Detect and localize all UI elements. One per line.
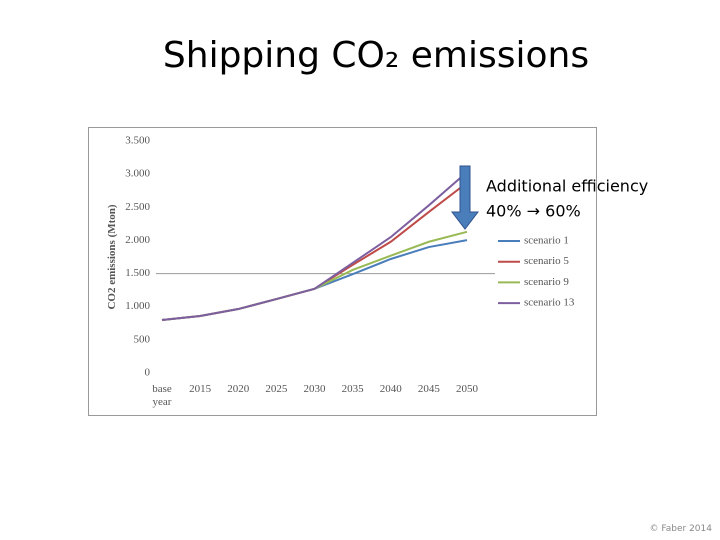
x-tick-label: 2020 [227,383,250,395]
legend-label: scenario 1 [524,235,569,247]
y-axis-label: CO2 emissions (Mton) [106,204,118,309]
y-tick-label: 1.500 [125,267,150,279]
slide-title: Shipping CO₂ emissions [163,35,589,76]
legend-label: scenario 5 [524,255,569,267]
footer: © Faber 2014 [650,524,713,534]
y-tick-label: 0 [145,367,151,379]
x-tick-label: 2040 [380,383,403,395]
x-tick-label: base year [152,383,172,408]
legend-label: scenario 13 [524,297,575,309]
y-tick-label: 1.000 [125,300,150,312]
y-tick-label: 3.000 [125,168,150,180]
x-tick-label: 2025 [265,383,288,395]
y-tick-label: 3.500 [125,135,150,147]
annotation-text: Additional efficiency [486,177,648,196]
annotation-text: 40% → 60% [486,202,581,221]
x-tick-label: 2035 [342,383,365,395]
x-tick-label: 2030 [304,383,327,395]
y-tick-label: 2.500 [125,201,150,213]
series-line [161,171,468,321]
y-tick-label: 500 [134,333,151,345]
annotation-arrow [450,165,480,230]
legend-label: scenario 9 [524,276,569,288]
x-tick-label: 2045 [418,383,441,395]
x-tick-label: 2050 [456,383,479,395]
x-tick-label: 2015 [189,383,212,395]
y-tick-label: 2.000 [125,234,150,246]
